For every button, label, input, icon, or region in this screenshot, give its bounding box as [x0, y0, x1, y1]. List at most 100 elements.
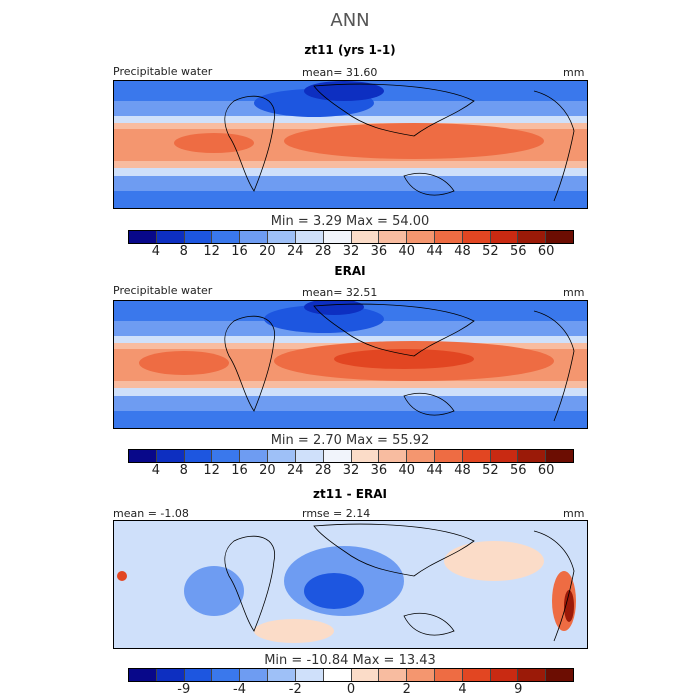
colorbar-swatch	[156, 450, 185, 462]
colorbar-swatch	[518, 231, 547, 243]
colorbar-swatch	[434, 669, 463, 681]
colorbar-tick-label: 16	[231, 244, 248, 259]
colorbar-swatch	[268, 231, 296, 243]
panel1-colorbar	[128, 230, 574, 244]
panel2-max-label: Max =	[346, 433, 388, 448]
colorbar-swatch	[184, 450, 213, 462]
colorbar-swatch	[490, 231, 519, 243]
panel3-min-value: -10.84	[306, 653, 349, 668]
colorbar-swatch	[268, 450, 296, 462]
panel3-mean: mean = -1.08	[113, 507, 189, 520]
colorbar-swatch	[407, 231, 435, 243]
colorbar-swatch	[407, 450, 435, 462]
panel2-field-label: Precipitable water	[113, 284, 213, 297]
colorbar-swatch	[462, 669, 491, 681]
figure-title: ANN	[330, 10, 370, 31]
panel1-field-label: Precipitable water	[113, 65, 213, 78]
colorbar-tick-label: -4	[233, 682, 246, 697]
colorbar-tick-label: 28	[314, 244, 332, 259]
colorbar-swatch	[156, 231, 185, 243]
panel2-title: ERAI	[334, 264, 366, 278]
colorbar-swatch	[351, 669, 380, 681]
colorbar-tick-label: -9	[177, 682, 191, 697]
colorbar-swatch	[462, 450, 491, 462]
colorbar-tick-label: 56	[509, 463, 527, 478]
colorbar-tick-label: 32	[342, 463, 360, 478]
colorbar-swatch	[268, 669, 296, 681]
colorbar-tick-label: 56	[509, 244, 527, 259]
colorbar-swatch	[351, 450, 380, 462]
panel2-max-value: 55.92	[392, 433, 430, 448]
colorbar-swatch	[156, 669, 185, 681]
colorbar-tick-label: 0	[346, 682, 356, 697]
colorbar-tick-label: 36	[370, 244, 388, 259]
colorbar-tick-label: -2	[288, 682, 302, 697]
panel1-map	[113, 80, 588, 209]
colorbar-tick-label: 44	[426, 244, 443, 259]
colorbar-swatch	[434, 231, 463, 243]
colorbar-tick-label: 8	[179, 244, 188, 259]
colorbar-swatch	[295, 231, 324, 243]
colorbar-swatch	[434, 450, 463, 462]
panel1-max-label: Max =	[346, 214, 388, 229]
panel3-min-label: Min =	[264, 653, 303, 668]
panel3-difference-plot	[114, 521, 587, 648]
colorbar-tick-label: 48	[454, 463, 471, 478]
panel3-max-label: Max =	[352, 653, 395, 668]
colorbar-swatch	[295, 669, 324, 681]
colorbar-tick-label: 9	[514, 682, 523, 697]
panel1-colorbar-ticks: 4 8 12 16 20 24 28 32 36 40 44 48 52 56 60	[128, 244, 574, 260]
colorbar-swatch	[129, 669, 157, 681]
panel2-min-value: 2.70	[312, 433, 342, 448]
colorbar-swatch	[379, 231, 408, 243]
colorbar-tick-label: 16	[231, 463, 248, 478]
colorbar-tick-label: 40	[398, 244, 416, 259]
colorbar-swatch	[212, 231, 241, 243]
colorbar-swatch	[184, 231, 213, 243]
colorbar-swatch	[546, 231, 573, 243]
colorbar-swatch	[379, 669, 408, 681]
colorbar-swatch	[323, 450, 352, 462]
colorbar-tick-label: 2	[402, 682, 411, 697]
panel1-field-plot	[114, 81, 587, 208]
panel1-min-value: 3.29	[312, 214, 342, 229]
colorbar-swatch	[184, 669, 213, 681]
colorbar-swatch	[407, 669, 435, 681]
colorbar-tick-label: 60	[537, 463, 555, 478]
colorbar-tick-label: 60	[537, 244, 555, 259]
colorbar-tick-label: 4	[458, 682, 467, 697]
colorbar-tick-label: 48	[454, 244, 471, 259]
colorbar-swatch	[240, 231, 269, 243]
panel1-units: mm	[563, 66, 585, 79]
panel2-minmax: Min = 2.70 Max = 55.92	[0, 433, 700, 448]
colorbar-swatch	[518, 669, 547, 681]
colorbar-tick-label: 12	[203, 244, 220, 259]
colorbar-swatch	[323, 669, 352, 681]
panel2-mean: mean= 32.51	[302, 286, 378, 299]
colorbar-tick-label: 20	[259, 463, 276, 478]
panel2-colorbar-ticks: 4 8 12 16 20 24 28 32 36 40 44 48 52 56 60	[128, 463, 574, 479]
panel3-title: zt11 - ERAI	[313, 487, 387, 501]
panel1-title: zt11 (yrs 1-1)	[304, 43, 396, 57]
colorbar-swatch	[490, 669, 519, 681]
panel2-colorbar	[128, 449, 574, 463]
colorbar-tick-label: 52	[482, 463, 499, 478]
colorbar-tick-label: 44	[426, 463, 443, 478]
colorbar-swatch	[462, 231, 491, 243]
colorbar-swatch	[295, 450, 324, 462]
colorbar-swatch	[518, 450, 547, 462]
panel3-rmse: rmse = 2.14	[302, 507, 371, 520]
colorbar-tick-label: 32	[342, 244, 360, 259]
colorbar-swatch	[129, 450, 157, 462]
colorbar-tick-label: 36	[370, 463, 388, 478]
colorbar-swatch	[323, 231, 352, 243]
colorbar-swatch	[351, 231, 380, 243]
colorbar-swatch	[379, 450, 408, 462]
colorbar-swatch	[490, 450, 519, 462]
colorbar-swatch	[240, 450, 269, 462]
panel1-max-value: 54.00	[392, 214, 430, 229]
colorbar-tick-label: 8	[179, 463, 188, 478]
panel3-minmax: Min = -10.84 Max = 13.43	[0, 653, 700, 668]
colorbar-swatch	[546, 450, 573, 462]
colorbar-tick-label: 4	[151, 244, 161, 259]
